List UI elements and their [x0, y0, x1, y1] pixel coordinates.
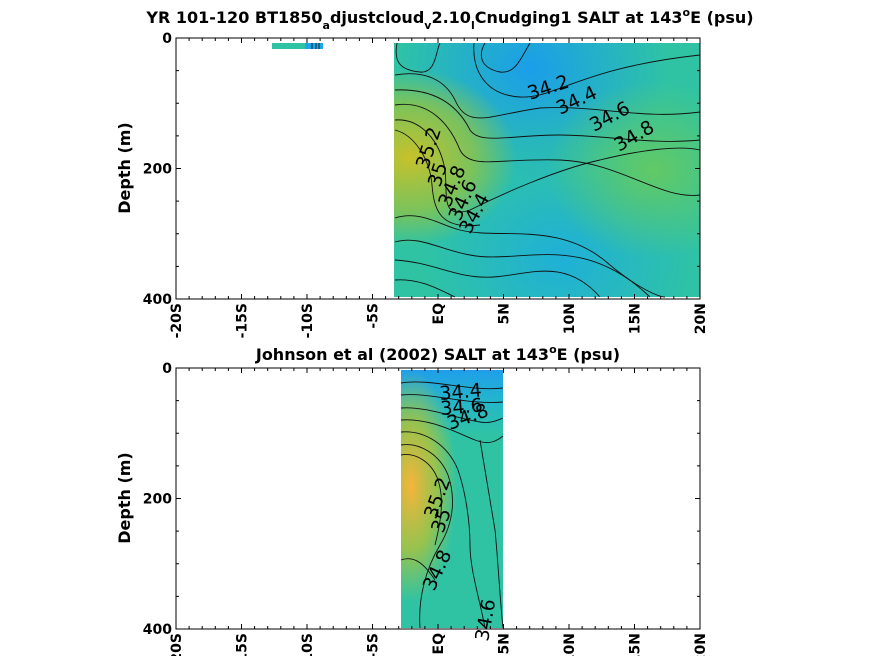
bottom-x-tick-label: -15S: [235, 633, 251, 656]
bottom-x-tick-label: 20N: [693, 633, 709, 656]
top-x-tick-label: -15S: [235, 303, 251, 338]
bottom-y-tick-labels: 0 200 400: [143, 361, 172, 638]
top-x-tick-label: 10N: [562, 303, 578, 334]
top-salinity-field: [272, 43, 700, 297]
bottom-axis-ticks: [175, 367, 701, 630]
bottom-y-tick-label: 200: [143, 492, 172, 508]
bottom-contour-lines: [400, 381, 504, 629]
bottom-x-tick-label: 5N: [497, 633, 513, 654]
bottom-chart-title: Johnson et al (2002) SALT at 143oE (psu): [255, 343, 620, 364]
top-x-tick-labels: -20S -15S -10S -5S EQ 5N 10N 15N 20N: [169, 303, 709, 338]
bottom-y-axis-label: Depth (m): [115, 452, 134, 544]
bottom-x-tick-label: 15N: [628, 633, 644, 656]
bottom-x-tick-label: 10N: [562, 633, 578, 656]
top-contour-lines: [394, 42, 701, 298]
top-x-tick-label: -10S: [300, 303, 316, 338]
bottom-x-tick-labels: -20S -15S -10S -5S EQ 5N 10N 15N 20N: [169, 633, 709, 656]
bottom-x-tick-label: -5S: [366, 633, 382, 656]
top-x-tick-label: 5N: [497, 303, 513, 324]
bottom-x-tick-label: -20S: [169, 633, 185, 656]
top-y-axis-label: Depth (m): [115, 122, 134, 214]
bottom-salinity-field: [401, 370, 503, 628]
top-x-tick-label: 15N: [628, 303, 644, 334]
top-x-tick-label: EQ: [431, 303, 447, 325]
top-surface-strip: [272, 43, 323, 49]
bottom-x-tick-label: EQ: [431, 633, 447, 655]
top-y-tick-label: 400: [143, 292, 172, 308]
bottom-contour-label: 34.4: [439, 379, 483, 405]
top-x-tick-label: -20S: [169, 303, 185, 338]
top-chart-title: YR 101-120 BT1850adjustcloudv2.10lCnudgi…: [145, 6, 753, 32]
bottom-y-tick-label: 400: [143, 622, 172, 638]
top-y-tick-label: 200: [143, 162, 172, 178]
top-x-tick-label: -5S: [366, 303, 382, 329]
top-axis-ticks: [175, 37, 701, 300]
bottom-x-tick-label: -10S: [300, 633, 316, 656]
bottom-y-tick-label: 0: [162, 361, 172, 377]
top-panel: YR 101-120 BT1850adjustcloudv2.10lCnudgi…: [115, 6, 754, 338]
bottom-panel: Johnson et al (2002) SALT at 143oE (psu)…: [115, 343, 709, 656]
top-y-tick-label: 0: [162, 31, 172, 47]
bottom-contour-label: 34.6: [440, 394, 484, 420]
bottom-contour-labels: 34.4 34.6 34.8 35.2 35 34.8 34.6: [419, 379, 501, 642]
top-x-tick-label: 20N: [693, 303, 709, 334]
top-y-tick-labels: 0 200 400: [143, 31, 172, 308]
